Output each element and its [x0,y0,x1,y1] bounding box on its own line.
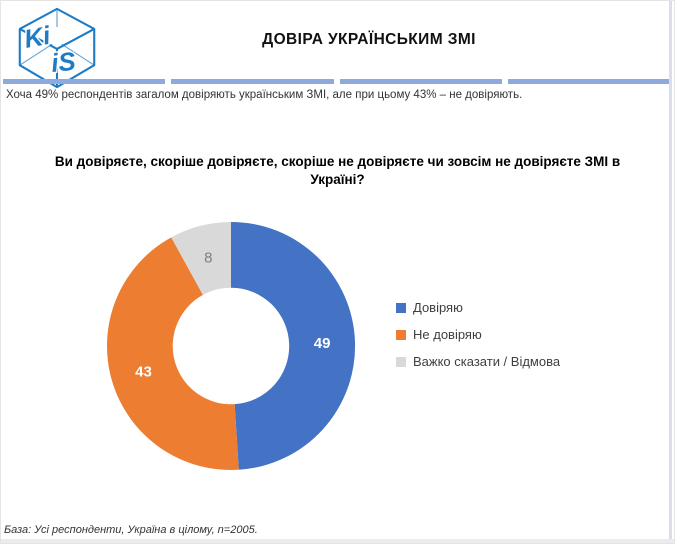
legend-swatch-0 [396,302,406,313]
donut-slice-0 [231,221,356,470]
survey-question: Ви довіряєте, скоріше довіряєте, скоріше… [54,154,621,187]
base-note: База: Усі респонденти, Україна в цілому,… [4,524,258,536]
legend-item-0: Довіряю [396,300,560,315]
donut-slice-2 [171,222,231,295]
slide-bottom-edge [1,539,674,543]
logo-text-ki: Ki [22,22,53,54]
legend-swatch-2 [396,356,406,367]
legend-item-2: Важко сказати / Відмова [396,354,560,369]
cube-wireframe [18,7,96,89]
legend-label-1: Не довіряю [413,327,482,342]
page-title: ДОВІРА УКРАЇНСЬКИМ ЗМІ [262,31,476,48]
donut-chart: 49 43 8 [106,221,356,471]
accent-divider [3,79,670,84]
logo-text-is: iS [50,48,77,78]
legend-swatch-1 [396,329,406,340]
data-label-0: 49 [314,335,331,352]
data-label-1: 43 [135,363,152,380]
kiis-logo: Ki iS [18,7,96,89]
donut-slice-1 [106,237,239,471]
key-finding-text: Хоча 49% респондентів загалом довіряють … [6,89,523,101]
legend-label-2: Важко сказати / Відмова [413,354,561,369]
slide-right-edge [669,1,672,543]
divider-segment [3,79,166,84]
divider-segment [339,79,502,84]
divider-segment [507,79,670,84]
legend-label-0: Довіряю [413,300,463,315]
divider-segment [171,79,334,84]
legend-item-1: Не довіряю [396,327,560,342]
chart-legend: Довіряю Не довіряю Важко сказати / Відмова [396,300,560,369]
data-label-2: 8 [204,250,212,267]
